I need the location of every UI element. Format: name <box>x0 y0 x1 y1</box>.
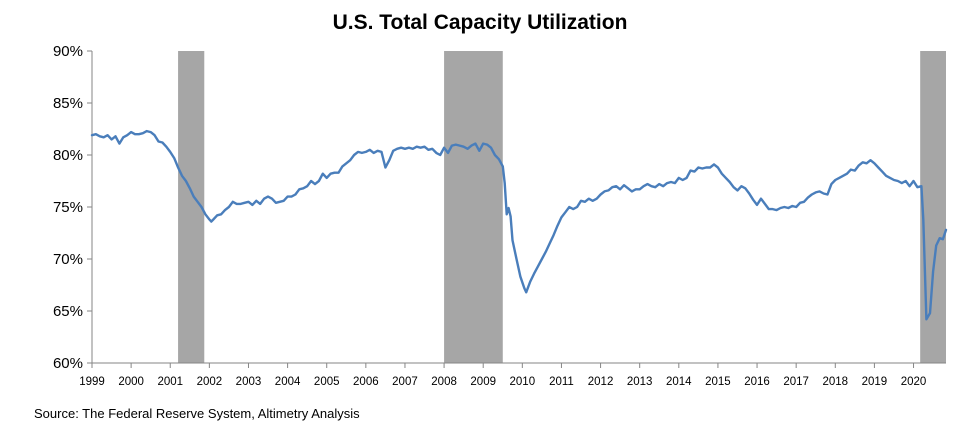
y-tick-label: 70% <box>53 251 83 268</box>
recession-band-1 <box>178 51 205 363</box>
x-tick-label: 2013 <box>627 376 653 388</box>
x-tick-label: 2008 <box>431 376 457 388</box>
y-axis-ticks: 60% 65% 70% 75% 80% 85% 90% <box>53 43 92 372</box>
x-tick-label: 2005 <box>314 376 340 388</box>
series-layer <box>90 129 948 321</box>
x-axis-ticks: 1999 2000 2001 2002 2003 2004 2005 2006 2007 2008… <box>79 363 926 388</box>
x-tick-label: 2011 <box>549 376 574 388</box>
series-line-1 <box>90 129 948 321</box>
y-tick-label: 60% <box>53 355 83 372</box>
x-tick-label: 2009 <box>470 376 496 388</box>
x-tick-label: 2012 <box>588 376 614 388</box>
recession-shading <box>178 51 946 363</box>
x-tick-label: 2000 <box>118 376 144 388</box>
y-tick-label: 85% <box>53 95 83 112</box>
y-tick-label: 75% <box>53 199 83 216</box>
x-tick-label: 2003 <box>236 376 262 388</box>
axes <box>91 51 946 364</box>
y-tick-label: 80% <box>53 147 83 164</box>
recession-band-3 <box>920 51 946 363</box>
x-tick-label: 2016 <box>744 376 770 388</box>
x-tick-label: 2007 <box>392 376 418 388</box>
x-tick-label: 2014 <box>666 376 692 388</box>
x-tick-label: 2015 <box>705 376 731 388</box>
x-tick-label: 2018 <box>822 376 848 388</box>
chart-title: U.S. Total Capacity Utilization <box>332 11 628 34</box>
x-tick-label: 2010 <box>510 376 536 388</box>
x-tick-label: 1999 <box>79 376 105 388</box>
line-chart: 60% 65% 70% 75% 80% 85% 90% 1999 2000 2001 2002 20… <box>53 43 948 388</box>
recession-band-2 <box>444 51 503 363</box>
y-tick-label: 90% <box>53 43 83 60</box>
source-note: Source: The Federal Reserve System, Alti… <box>34 406 360 421</box>
x-tick-label: 2001 <box>157 376 183 388</box>
x-tick-label: 2006 <box>353 376 379 388</box>
x-tick-label: 2020 <box>901 376 927 388</box>
x-tick-label: 2019 <box>862 376 888 388</box>
y-tick-label: 65% <box>53 303 83 320</box>
x-tick-label: 2004 <box>275 376 301 388</box>
x-tick-label: 2017 <box>783 376 809 388</box>
x-tick-label: 2002 <box>197 376 223 388</box>
